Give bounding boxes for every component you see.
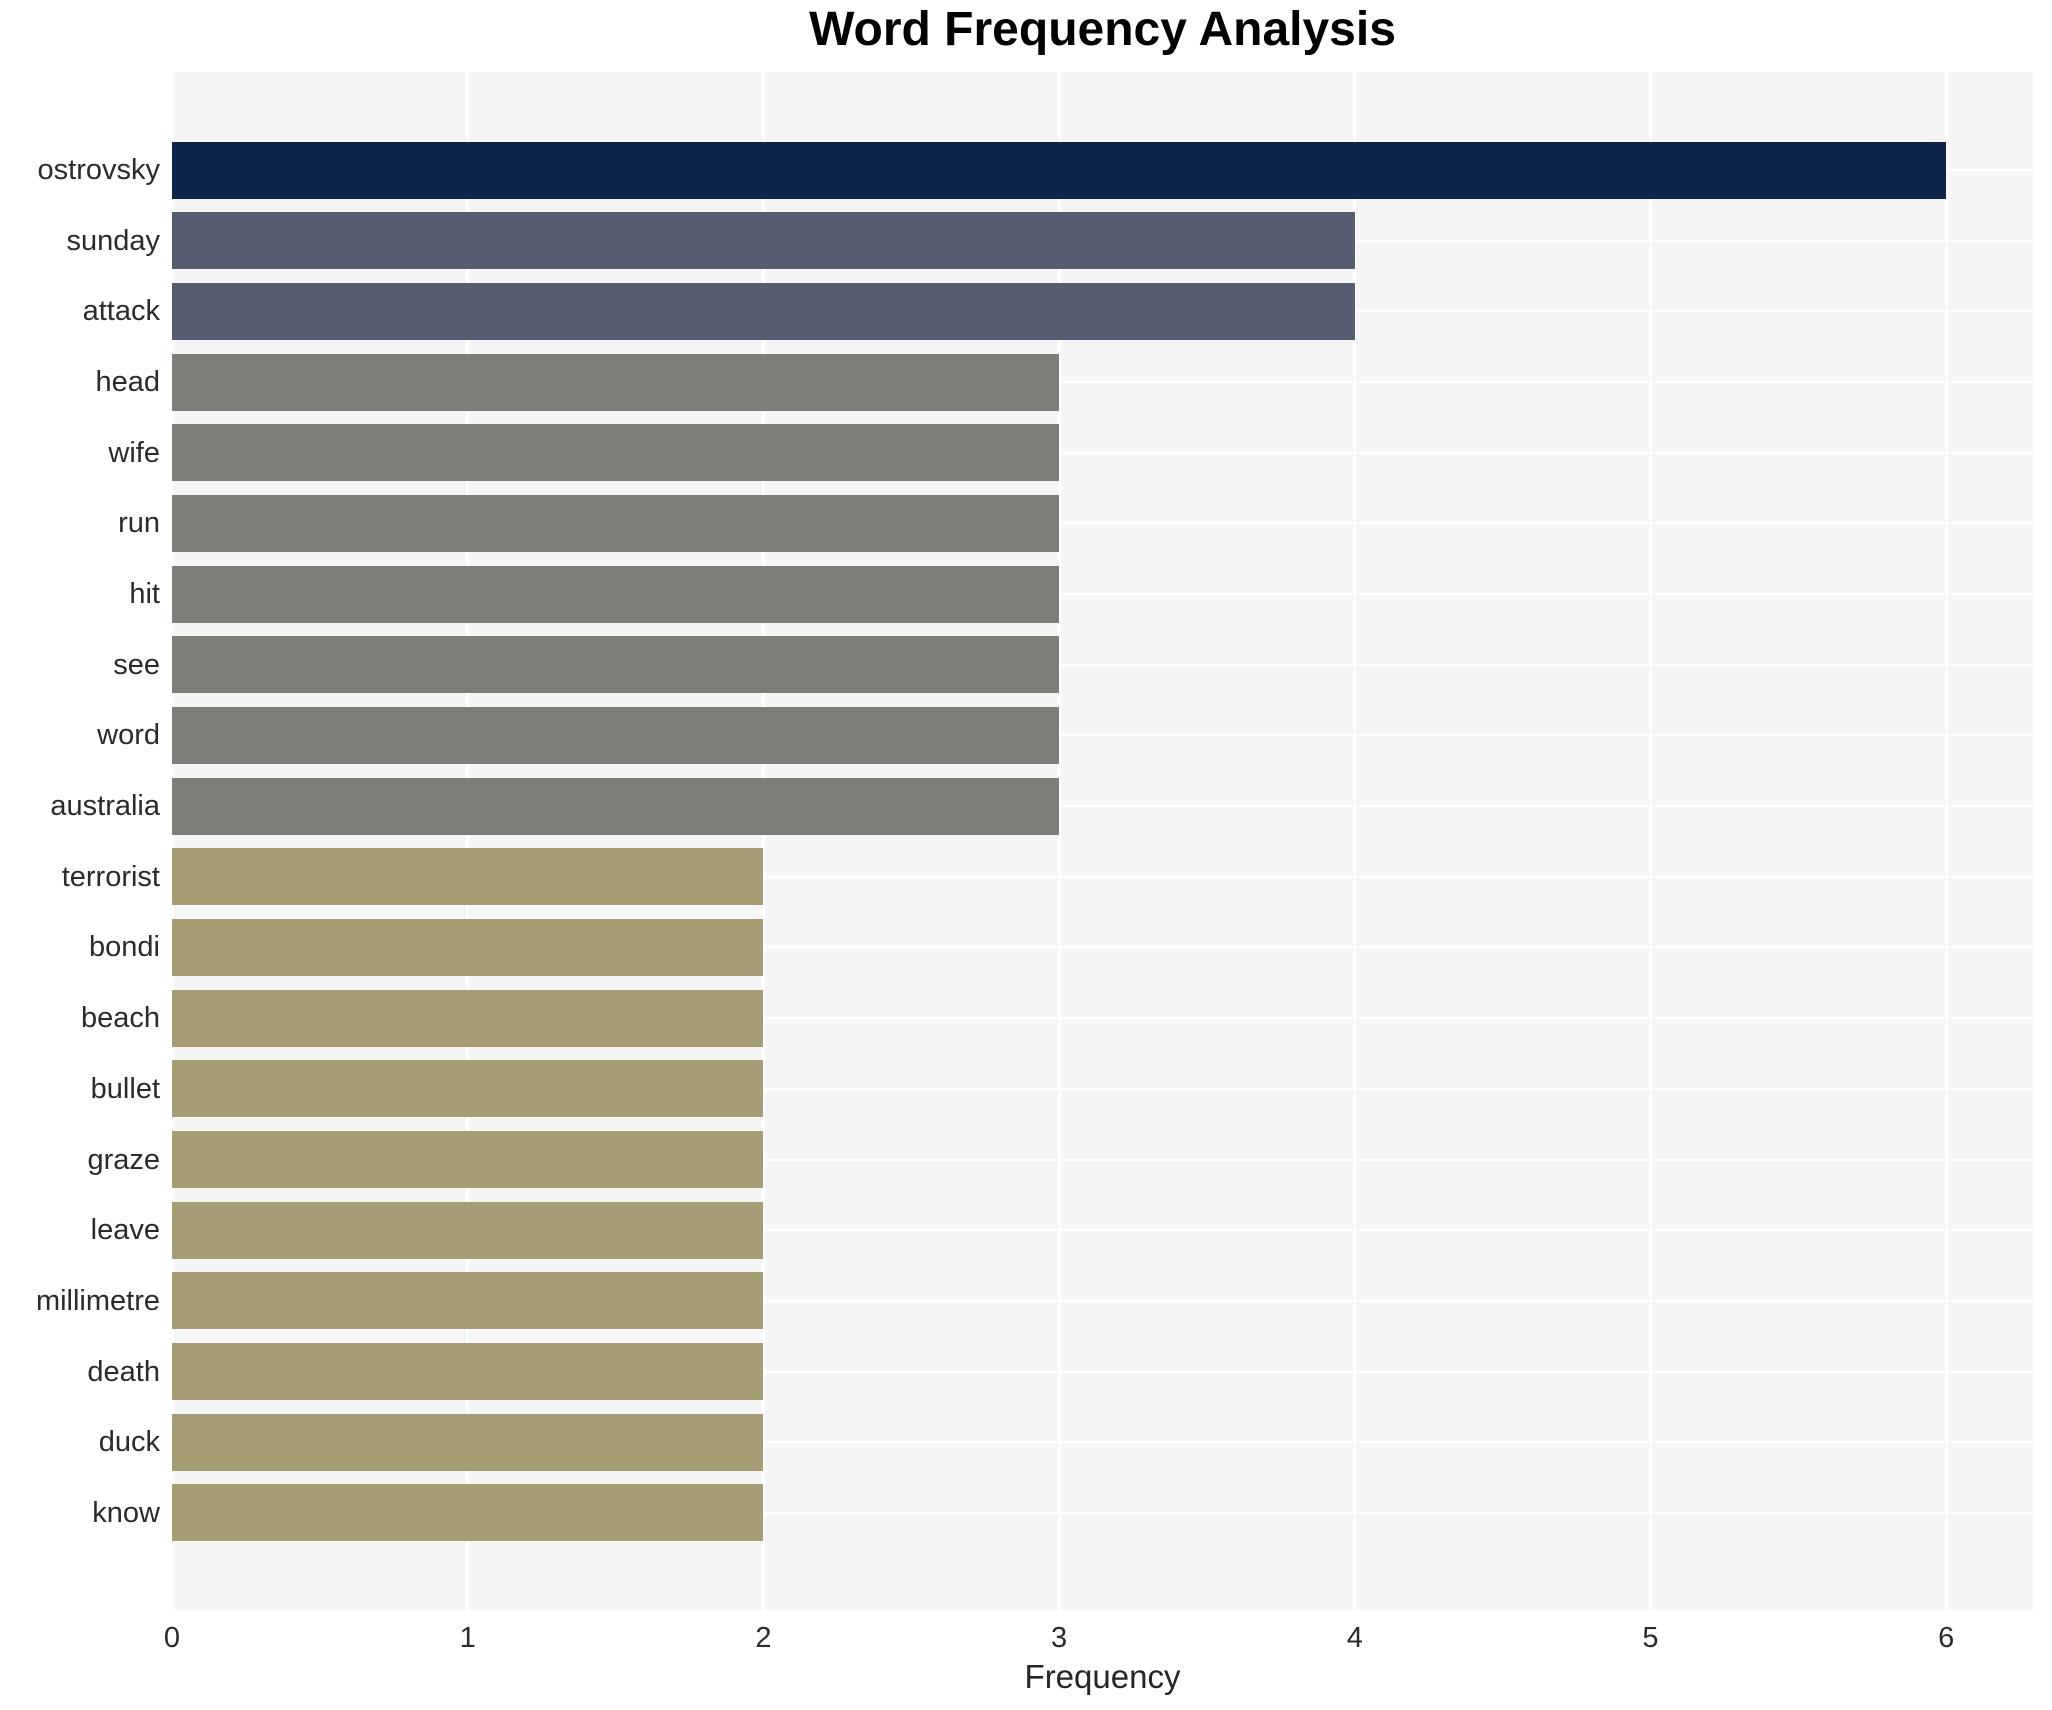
bar-run	[172, 494, 1060, 552]
x-axis-title: Frequency	[1024, 1658, 1181, 1695]
horizontal-gridline	[172, 593, 2033, 596]
horizontal-gridline	[172, 663, 2033, 666]
vertical-gridline-2	[761, 72, 765, 1610]
bar-leave	[172, 1201, 764, 1259]
horizontal-gridline	[172, 381, 2033, 384]
plot-area	[170, 72, 2033, 1610]
bar-wife	[172, 424, 1060, 482]
y-label-leave: leave	[90, 1214, 160, 1247]
bar-millimetre	[172, 1272, 764, 1330]
vertical-gridline-6	[1944, 72, 1948, 1610]
y-label-millimetre: millimetre	[35, 1284, 160, 1317]
horizontal-gridline	[172, 1017, 2033, 1020]
vertical-gridline-1	[466, 72, 470, 1610]
horizontal-gridline	[172, 1511, 2033, 1514]
y-label-sunday: sunday	[66, 224, 160, 257]
y-label-head: head	[95, 366, 160, 399]
y-label-run: run	[118, 507, 160, 540]
bar-duck	[172, 1413, 764, 1471]
horizontal-gridline	[172, 1370, 2033, 1373]
x-tick-1: 1	[459, 1622, 476, 1654]
y-label-duck: duck	[98, 1426, 160, 1459]
horizontal-gridline	[172, 522, 2033, 525]
y-label-attack: attack	[82, 295, 160, 328]
horizontal-gridline	[172, 805, 2033, 808]
bar-word	[172, 706, 1060, 764]
bar-graze	[172, 1131, 764, 1189]
y-label-know: know	[92, 1496, 160, 1529]
x-tick-4: 4	[1346, 1622, 1363, 1654]
bar-death	[172, 1343, 764, 1401]
horizontal-gridline	[172, 1087, 2033, 1090]
y-label-australia: australia	[50, 790, 160, 823]
bar-terrorist	[172, 848, 764, 906]
horizontal-gridline	[172, 946, 2033, 949]
bar-sunday	[172, 212, 1355, 270]
vertical-gridline-3	[1057, 72, 1061, 1610]
bar-head	[172, 353, 1060, 411]
y-label-ostrovsky: ostrovsky	[37, 154, 160, 186]
y-label-word: word	[97, 719, 160, 752]
y-label-bullet: bullet	[90, 1072, 160, 1105]
chart-title: Word Frequency Analysis	[809, 3, 1396, 56]
y-label-graze: graze	[87, 1143, 160, 1176]
x-tick-3: 3	[1051, 1622, 1068, 1654]
y-label-see: see	[113, 648, 160, 681]
x-tick-0: 0	[163, 1622, 181, 1654]
y-label-hit: hit	[129, 578, 160, 611]
x-tick-5: 5	[1642, 1622, 1659, 1654]
horizontal-gridline	[172, 1158, 2033, 1161]
bar-bondi	[172, 918, 764, 976]
bar-australia	[172, 777, 1060, 835]
horizontal-gridline	[172, 451, 2033, 454]
horizontal-gridline	[172, 1299, 2033, 1302]
y-label-terrorist: terrorist	[61, 860, 160, 893]
y-label-death: death	[87, 1355, 160, 1388]
y-label-bondi: bondi	[89, 931, 160, 964]
vertical-gridline-0	[170, 72, 174, 1610]
horizontal-gridline	[172, 1229, 2033, 1232]
horizontal-gridline	[172, 734, 2033, 737]
bar-bullet	[172, 1060, 764, 1118]
bar-see	[172, 636, 1060, 694]
bar-know	[172, 1484, 764, 1542]
vertical-gridline-4	[1353, 72, 1357, 1610]
horizontal-gridline	[172, 875, 2033, 878]
y-label-wife: wife	[108, 436, 160, 469]
y-label-beach: beach	[80, 1002, 160, 1035]
bar-ostrovsky	[172, 141, 1947, 199]
horizontal-gridline	[172, 1441, 2033, 1444]
bar-attack	[172, 282, 1355, 340]
bar-beach	[172, 989, 764, 1047]
vertical-gridline-5	[1649, 72, 1652, 1610]
bar-hit	[172, 565, 1060, 623]
x-tick-6: 6	[1938, 1622, 1955, 1654]
x-tick-2: 2	[755, 1622, 772, 1654]
